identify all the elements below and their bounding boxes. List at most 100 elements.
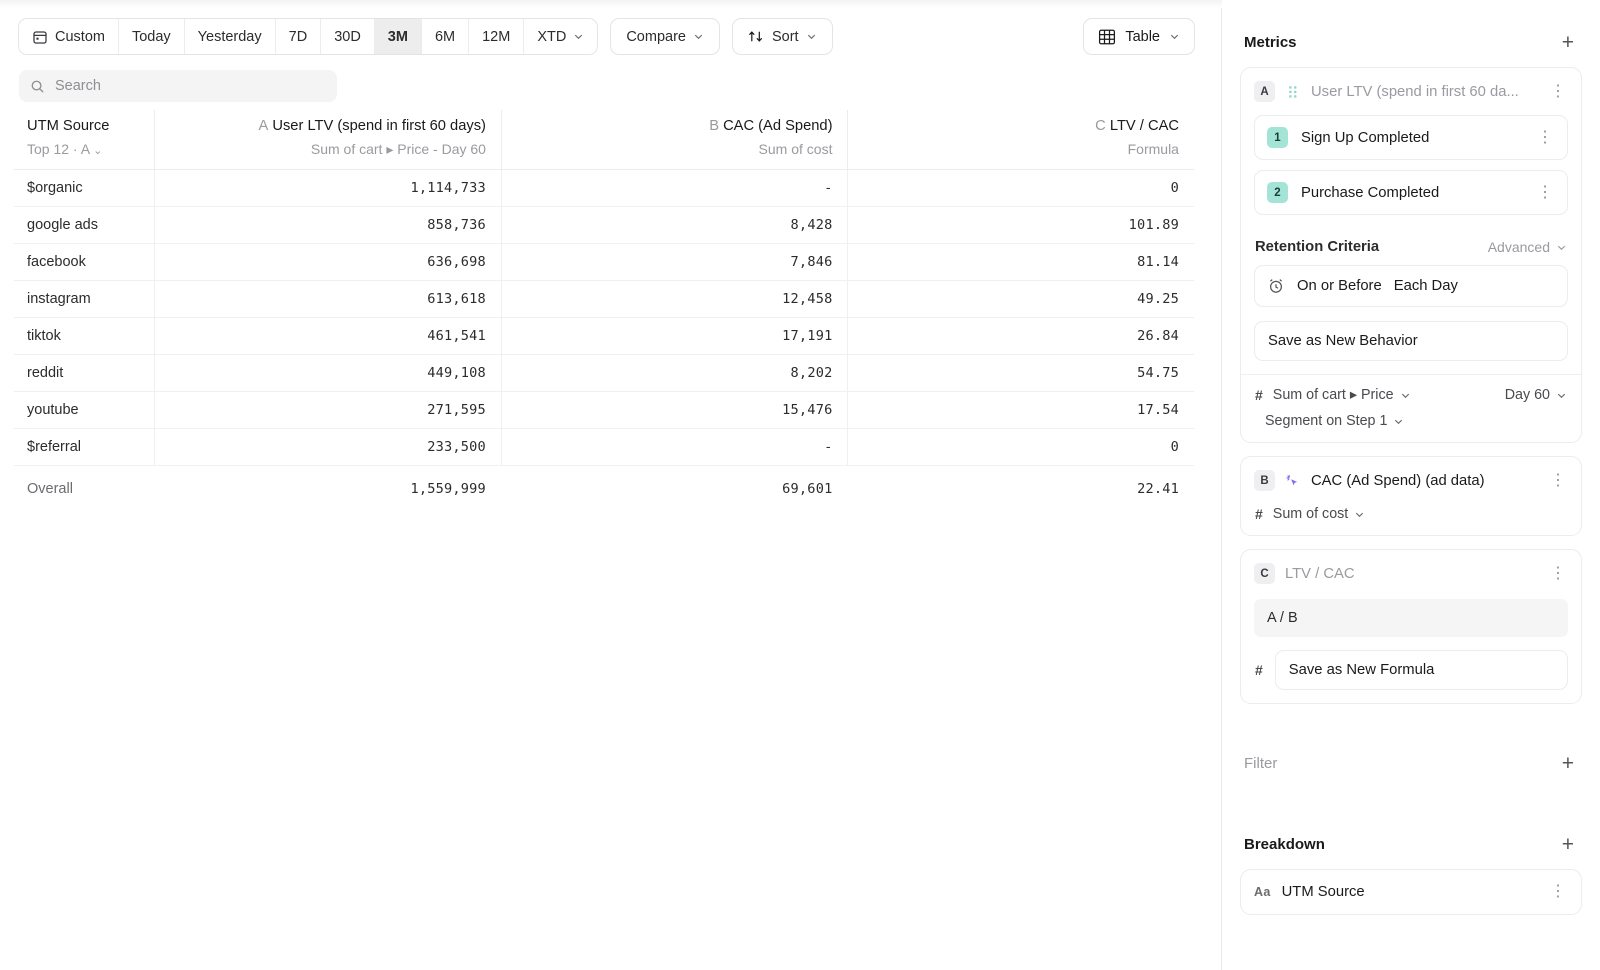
filter-title: Filter <box>1244 755 1278 772</box>
add-filter-button[interactable]: + <box>1561 752 1574 775</box>
column-header-user-ltv[interactable]: A User LTV (spend in first 60 days) Sum … <box>154 110 501 169</box>
retention-period: Each Day <box>1393 278 1458 294</box>
cell-ltv: 636,698 <box>154 244 501 280</box>
range-6m[interactable]: 6M <box>421 19 470 54</box>
table-row[interactable]: tiktok 461,541 17,191 26.84 <box>14 318 1194 355</box>
chevron-down-icon <box>693 31 704 42</box>
range-30d-label: 30D <box>334 28 361 45</box>
measure-left: # Sum of cart ▸ Price <box>1255 387 1411 403</box>
metric-letter-badge: A <box>1254 81 1275 102</box>
measure-window-dropdown[interactable]: Day 60 <box>1505 387 1567 403</box>
measure-window-label: Day 60 <box>1504 387 1550 403</box>
metric-b-measure-dropdown[interactable]: Sum of cost <box>1273 506 1366 522</box>
add-metric-button[interactable]: + <box>1561 31 1574 54</box>
column-header-cac[interactable]: B CAC (Ad Spend) Sum of cost <box>500 110 848 169</box>
cell-ltv: 449,108 <box>154 355 501 391</box>
date-range-segmented-control[interactable]: Custom Today Yesterday 7D 30D 3M 6M 12M … <box>18 18 599 55</box>
table-row[interactable]: facebook 636,698 7,846 81.14 <box>14 244 1194 281</box>
range-30d[interactable]: 30D <box>321 19 375 54</box>
range-7d[interactable]: 7D <box>275 19 322 54</box>
chevron-down-icon <box>1556 390 1567 401</box>
table-row[interactable]: $organic 1,114,733 - 0 <box>14 170 1194 207</box>
step-menu-button[interactable]: ⋮ <box>1537 183 1553 201</box>
measure-dropdown[interactable]: Sum of cart ▸ Price <box>1273 387 1411 403</box>
cell-cac: 8,428 <box>500 207 848 243</box>
cell-source: google ads <box>27 217 98 233</box>
breakdown-item-utm-source[interactable]: Aa UTM Source ⋮ <box>1240 869 1582 915</box>
column-header-ltv-cac[interactable]: C LTV / CAC Formula <box>847 110 1194 169</box>
chevron-down-icon <box>1169 31 1180 42</box>
table-button-label: Table <box>1125 28 1160 45</box>
cell-overall-ltv: 1,559,999 <box>410 481 486 497</box>
column-subtitle[interactable]: Top 12 · A ⌄ <box>27 141 154 157</box>
chevron-down-icon <box>806 31 817 42</box>
save-as-new-behavior-button[interactable]: Save as New Behavior <box>1254 321 1568 361</box>
breakdown-item-menu-button[interactable]: ⋮ <box>1550 883 1566 900</box>
range-3m[interactable]: 3M <box>374 19 422 54</box>
range-yesterday-label: Yesterday <box>197 28 262 45</box>
column-title-text: User LTV (spend in first 60 days) <box>272 118 486 134</box>
table-row[interactable]: $referral 233,500 - 0 <box>14 429 1194 466</box>
metric-c-header[interactable]: C LTV / CAC ⋮ <box>1241 550 1581 597</box>
retention-criteria-title: Retention Criteria <box>1255 239 1380 255</box>
range-today[interactable]: Today <box>118 19 185 54</box>
range-yesterday[interactable]: Yesterday <box>184 19 276 54</box>
metric-a-measure-row: # Sum of cart ▸ Price Day 60 <box>1241 375 1581 405</box>
cell-ltv: 858,736 <box>154 207 501 243</box>
cell-overall-ratio: 22.41 <box>1137 481 1179 497</box>
table-row[interactable]: instagram 613,618 12,458 49.25 <box>14 281 1194 318</box>
column-letter: C <box>1095 118 1106 134</box>
range-12m[interactable]: 12M <box>469 19 525 54</box>
step-number-badge: 1 <box>1267 127 1288 148</box>
range-xtd-label: XTD <box>537 28 567 45</box>
config-panel: Metrics + A <box>1222 0 1600 970</box>
metric-b-title: CAC (Ad Spend) (ad data) <box>1311 472 1485 489</box>
segment-on-step-dropdown[interactable]: Segment on Step 1 <box>1241 405 1581 442</box>
column-letter: A <box>258 118 269 134</box>
view-type-table-button[interactable]: Table <box>1083 18 1195 55</box>
add-breakdown-button[interactable]: + <box>1561 833 1574 856</box>
funnel-step-1[interactable]: 1 Sign Up Completed ⋮ <box>1254 115 1568 160</box>
metric-a-menu-button[interactable]: ⋮ <box>1550 82 1566 100</box>
range-3m-label: 3M <box>387 28 408 45</box>
save-as-new-formula-button[interactable]: Save as New Formula <box>1274 650 1568 690</box>
sort-button[interactable]: Sort <box>731 18 833 55</box>
formula-save-row: # Save as New Formula <box>1241 637 1581 703</box>
divider <box>1241 374 1581 375</box>
table-row[interactable]: youtube 271,595 15,476 17.54 <box>14 392 1194 429</box>
cell-ratio: 54.75 <box>847 355 1194 391</box>
cell-source: $referral <box>27 439 81 455</box>
retention-window-control[interactable]: On or Before Each Day <box>1254 265 1568 307</box>
formula-input[interactable]: A / B <box>1254 599 1568 637</box>
metric-b-header[interactable]: B CAC (Ad Spend) (ad data) ⋮ <box>1241 457 1581 504</box>
column-header-utm-source[interactable]: UTM Source Top 12 · A ⌄ <box>14 110 154 169</box>
compare-button[interactable]: Compare <box>610 18 720 55</box>
table-row[interactable]: google ads 858,736 8,428 101.89 <box>14 207 1194 244</box>
filter-section-header: Filter + <box>1240 717 1582 788</box>
cell-cac: - <box>500 429 848 465</box>
range-12m-label: 12M <box>482 28 511 45</box>
table-row[interactable]: reddit 449,108 8,202 54.75 <box>14 355 1194 392</box>
metric-letter-badge: B <box>1254 470 1275 491</box>
search-icon <box>30 79 45 94</box>
metric-a-header[interactable]: A User LTV (spend in first 60 da... <box>1241 68 1581 115</box>
range-xtd[interactable]: XTD <box>524 19 598 54</box>
metric-b-measure-row: # Sum of cost <box>1241 504 1581 535</box>
table-overall-row: Overall 1,559,999 69,601 22.41 <box>14 466 1194 507</box>
step-label: Sign Up Completed <box>1301 129 1430 146</box>
search-input[interactable]: Search <box>19 70 337 102</box>
funnel-step-2[interactable]: 2 Purchase Completed ⋮ <box>1254 170 1568 215</box>
metric-c-menu-button[interactable]: ⋮ <box>1550 564 1566 582</box>
chevron-down-icon <box>1354 509 1365 520</box>
range-custom-label: Custom <box>55 28 105 45</box>
measure-label: Sum of cart ▸ Price <box>1272 387 1394 403</box>
retention-advanced-dropdown[interactable]: Advanced <box>1488 239 1567 255</box>
range-custom[interactable]: Custom <box>19 19 119 54</box>
step-menu-button[interactable]: ⋮ <box>1537 128 1553 146</box>
metric-b-menu-button[interactable]: ⋮ <box>1550 471 1566 489</box>
alarm-clock-icon <box>1267 277 1285 295</box>
breakdown-title: Breakdown <box>1244 836 1325 853</box>
table-body: $organic 1,114,733 - 0 google ads 858,73… <box>14 170 1194 507</box>
metric-card-c: C LTV / CAC ⋮ A / B # Save as New Formul… <box>1240 549 1582 704</box>
